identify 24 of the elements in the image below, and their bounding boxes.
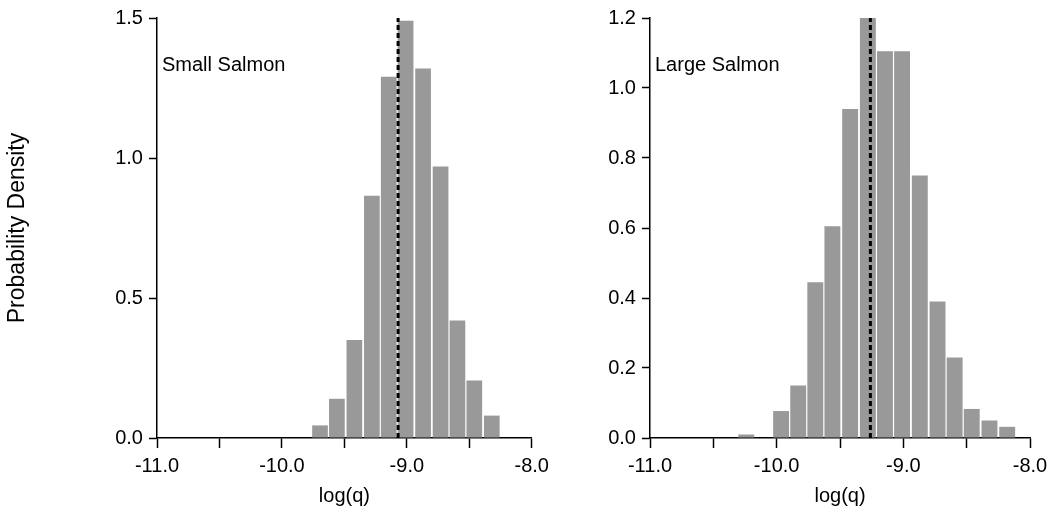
x-tick-label: -8.0 [1012, 453, 1048, 476]
y-tick-label: 0.8 [608, 145, 636, 168]
y-tick-label: 0.4 [608, 285, 636, 308]
x-tick-label: -10.0 [753, 453, 800, 476]
y-axis-title: Probability Density [3, 132, 30, 324]
y-tick-label: 1.0 [608, 75, 636, 98]
y-tick-label: 0.6 [608, 215, 636, 238]
y-tick-label: 1.0 [115, 145, 143, 168]
x-axis-title: log(q) [814, 483, 866, 506]
x-tick-label: -11.0 [134, 453, 180, 476]
y-tick-label: 1.5 [115, 5, 143, 28]
annotation: Large Salmon [655, 52, 780, 75]
y-tick-label: 0.2 [608, 355, 636, 378]
x-tick-label: -8.0 [514, 453, 549, 476]
y-tick-label: 0.0 [608, 425, 636, 448]
x-tick-label: -9.0 [389, 453, 425, 476]
y-tick-label: 0.0 [115, 425, 143, 448]
x-tick-label: -9.0 [886, 453, 921, 476]
x-tick-label: -10.0 [259, 453, 305, 476]
x-axis-title: log(q) [318, 483, 370, 506]
annotation: Small Salmon [162, 52, 286, 75]
x-tick-label: -11.0 [627, 453, 673, 476]
y-tick-label: 0.5 [115, 285, 143, 308]
y-tick-label: 1.2 [608, 5, 636, 28]
